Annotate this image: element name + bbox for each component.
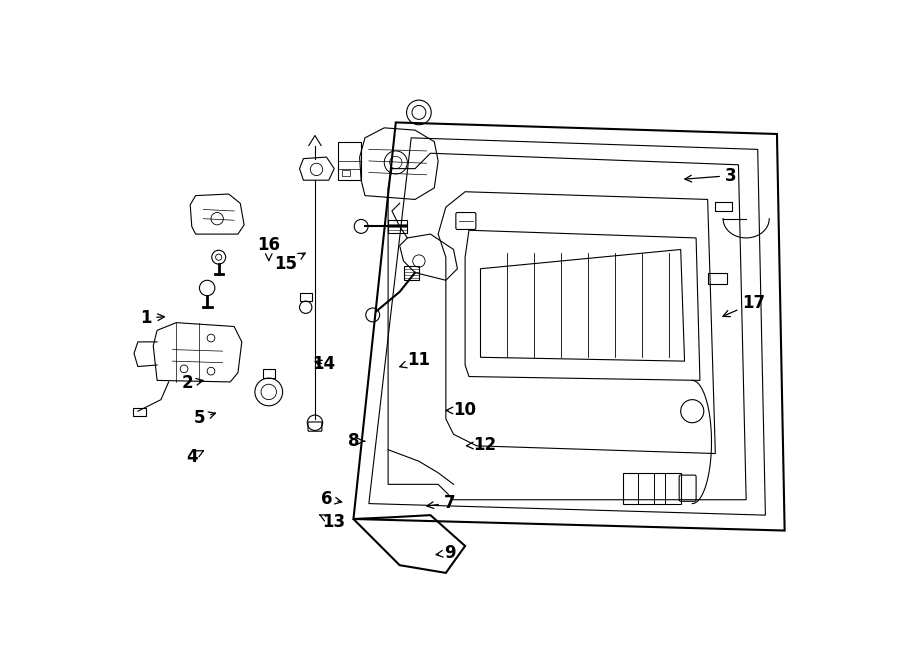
Text: 11: 11	[400, 352, 430, 369]
Text: 16: 16	[257, 236, 280, 260]
Text: 10: 10	[446, 401, 477, 420]
Text: 6: 6	[320, 490, 342, 508]
Text: 14: 14	[312, 355, 336, 373]
Text: 7: 7	[427, 494, 455, 512]
Text: 8: 8	[347, 432, 365, 450]
Text: 4: 4	[186, 447, 203, 465]
Text: 12: 12	[466, 436, 496, 454]
Text: 17: 17	[723, 293, 765, 317]
Text: 15: 15	[274, 253, 305, 273]
Text: 2: 2	[182, 375, 203, 393]
Text: 1: 1	[140, 309, 165, 327]
Text: 13: 13	[320, 513, 346, 531]
Text: 9: 9	[436, 544, 455, 562]
Text: 5: 5	[194, 409, 215, 427]
Text: 3: 3	[685, 167, 736, 184]
